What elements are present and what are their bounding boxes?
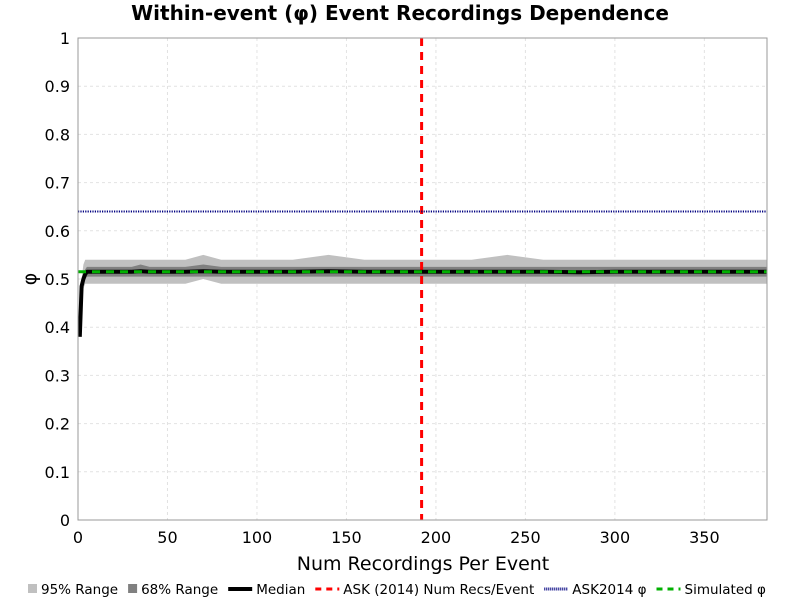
legend: 95% Range 68% Range Median ASK (2014) Num R… bbox=[28, 582, 766, 598]
legend-label: ASK2014 φ bbox=[572, 582, 646, 598]
chart-title: Within-event (φ) Event Recordings Depend… bbox=[131, 1, 669, 25]
legend-swatch bbox=[28, 584, 37, 593]
y-tick-label: 0.3 bbox=[45, 366, 70, 385]
x-tick-label: 250 bbox=[510, 528, 541, 547]
y-tick-label: 0 bbox=[60, 511, 70, 530]
legend-item-95-range: 95% Range bbox=[28, 582, 118, 598]
plot-frame bbox=[77, 37, 768, 521]
y-tick-label: 0.9 bbox=[45, 77, 70, 96]
x-tick-label: 0 bbox=[73, 528, 83, 547]
band-95-range bbox=[79, 254, 768, 332]
legend-label: Median bbox=[256, 582, 305, 598]
y-tick-label: 0.7 bbox=[45, 174, 70, 193]
y-tick-label: 0.8 bbox=[45, 125, 70, 144]
x-tick-label: 100 bbox=[242, 528, 273, 547]
legend-label: ASK (2014) Num Recs/Event bbox=[343, 582, 534, 598]
legend-item-simulated: Simulated φ bbox=[656, 582, 767, 598]
median-layer bbox=[77, 269, 767, 337]
legend-label: 95% Range bbox=[41, 582, 118, 598]
x-tick-label: 200 bbox=[421, 528, 452, 547]
legend-item-ask2014: ASK2014 φ bbox=[544, 582, 647, 598]
y-tick-label: 0.5 bbox=[45, 270, 70, 289]
y-tick-label: 0.2 bbox=[45, 415, 70, 434]
y-tick-label: 0.4 bbox=[45, 318, 70, 337]
x-axis-label: Num Recordings Per Event bbox=[297, 553, 550, 575]
ticks: 0 50 100 150 200 250 300 350 0 0.1 0.2 0.3 0.4 0.5 0.6… bbox=[45, 29, 720, 547]
y-tick-label: 1 bbox=[60, 29, 70, 48]
y-tick-label: 0.1 bbox=[45, 463, 70, 482]
reference-lines bbox=[78, 38, 767, 520]
band-68-range bbox=[79, 264, 768, 335]
legend-label: Simulated φ bbox=[685, 582, 767, 598]
y-tick-label: 0.6 bbox=[45, 222, 70, 241]
y-axis-label: φ bbox=[19, 273, 41, 286]
legend-item-ask-2014-num-recs-event: ASK (2014) Num Recs/Event bbox=[315, 582, 534, 598]
legend-swatch bbox=[128, 584, 138, 593]
x-tick-label: 350 bbox=[689, 528, 720, 547]
legend-label: 68% Range bbox=[141, 582, 218, 598]
bands bbox=[79, 254, 768, 335]
x-tick-label: 300 bbox=[600, 528, 631, 547]
x-tick-label: 50 bbox=[157, 528, 177, 547]
legend-item-68-range: 68% Range bbox=[128, 582, 218, 598]
x-tick-label: 150 bbox=[331, 528, 362, 547]
legend-item-median: Median bbox=[228, 582, 305, 598]
